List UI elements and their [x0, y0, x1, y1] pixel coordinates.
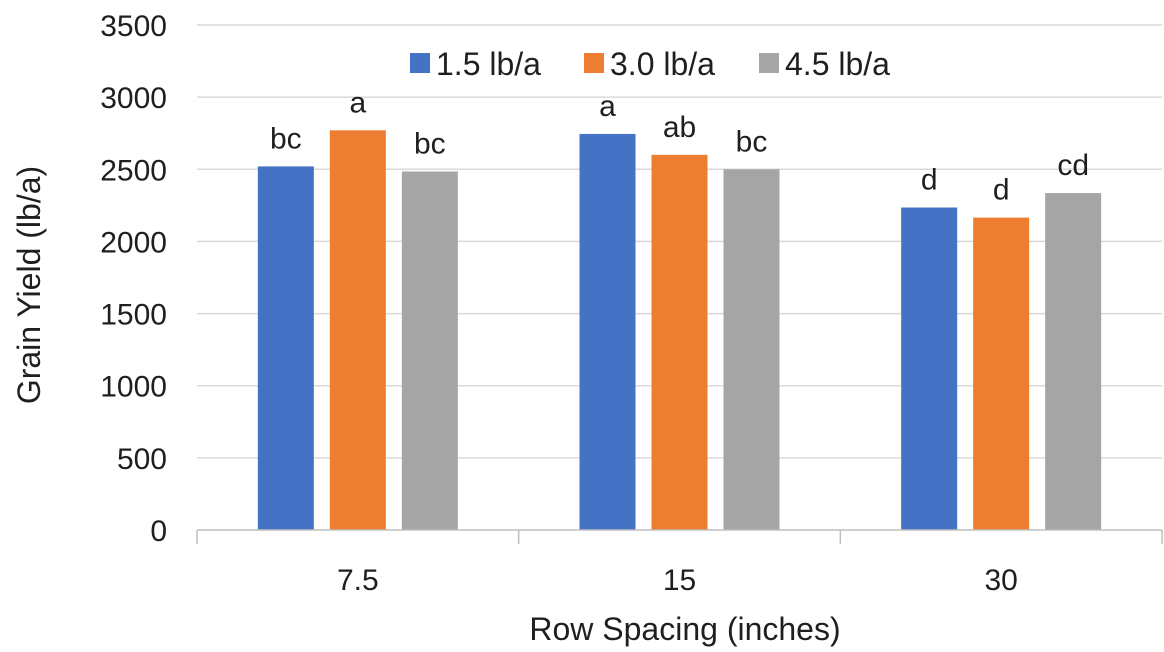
y-axis-title: Grain Yield (lb/a): [11, 166, 47, 404]
y-tick-label: 2500: [100, 154, 167, 187]
significance-label: bc: [414, 127, 446, 160]
x-axis-title: Row Spacing (inches): [529, 611, 840, 647]
y-tick-label: 3500: [100, 10, 167, 43]
significance-label: bc: [736, 125, 768, 158]
significance-label: bc: [270, 122, 302, 155]
legend-label: 4.5 lb/a: [785, 46, 890, 82]
x-tick-label: 7.5: [337, 564, 379, 597]
bar: [723, 169, 780, 531]
legend: 1.5 lb/a 3.0 lb/a 4.5 lb/a: [410, 46, 890, 82]
legend-swatch: [584, 53, 604, 73]
bar: [973, 217, 1030, 530]
x-tick-label: 15: [663, 564, 696, 597]
y-tick-label: 1500: [100, 299, 167, 332]
bar: [579, 133, 636, 530]
y-tick-label: 1000: [100, 371, 167, 404]
significance-labels: bc a bc a ab bc d d cd: [270, 86, 1089, 206]
bar: [901, 207, 958, 530]
axes: 0 500 1000 1500 2000 2500 3000 3500 7.5 15 30: [100, 10, 1163, 597]
y-tick-label: 3000: [100, 82, 167, 115]
bar: [401, 171, 458, 530]
y-tick-label: 500: [117, 443, 167, 476]
bar: [257, 166, 314, 530]
significance-label: cd: [1057, 149, 1089, 182]
legend-label: 1.5 lb/a: [436, 46, 541, 82]
legend-swatch: [410, 53, 430, 73]
legend-swatch: [759, 53, 779, 73]
bar: [329, 130, 386, 531]
bar: [1045, 193, 1102, 531]
significance-label: a: [349, 86, 366, 119]
y-tick-label: 2000: [100, 226, 167, 259]
bars: [257, 130, 1102, 531]
y-tick-label: 0: [150, 515, 167, 548]
bar: [651, 154, 708, 530]
legend-label: 3.0 lb/a: [610, 46, 715, 82]
significance-label: d: [921, 164, 938, 197]
significance-label: ab: [663, 111, 696, 144]
significance-label: d: [993, 174, 1010, 207]
x-tick-label: 30: [984, 564, 1017, 597]
significance-label: a: [599, 90, 616, 123]
